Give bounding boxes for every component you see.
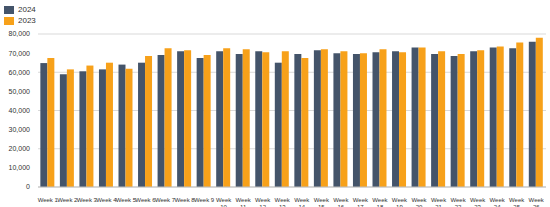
svg-text:20,000: 20,000 (9, 145, 31, 152)
svg-text:Week10: Week10 (216, 197, 232, 207)
svg-text:Week12: Week12 (255, 197, 271, 207)
svg-text:Week 9: Week 9 (194, 197, 215, 203)
svg-text:Week17: Week17 (353, 197, 369, 207)
svg-text:60,000: 60,000 (9, 69, 31, 76)
svg-text:Week 6: Week 6 (135, 197, 156, 203)
svg-text:Week25: Week25 (509, 197, 525, 207)
svg-text:Week 3: Week 3 (77, 197, 98, 203)
svg-text:Week13: Week13 (275, 197, 291, 207)
svg-text:Week 7: Week 7 (155, 197, 176, 203)
svg-text:50,000: 50,000 (9, 88, 31, 95)
svg-text:Week 2: Week 2 (57, 197, 78, 203)
svg-text:10,000: 10,000 (9, 164, 31, 171)
svg-text:Week22: Week22 (450, 197, 466, 207)
svg-text:Week 1: Week 1 (38, 197, 59, 203)
svg-text:30,000: 30,000 (9, 126, 31, 133)
svg-text:Week11: Week11 (236, 197, 252, 207)
html-text:2024: 2024 (18, 5, 36, 14)
svg-text:0: 0 (26, 183, 30, 190)
svg-text:Week16: Week16 (333, 197, 349, 207)
svg-text:Week26: Week26 (529, 197, 542, 207)
svg-text:Week18: Week18 (372, 197, 388, 207)
svg-text:70,000: 70,000 (9, 50, 31, 57)
svg-text:Week20: Week20 (411, 197, 427, 207)
svg-text:Week23: Week23 (470, 197, 486, 207)
svg-text:Week14: Week14 (294, 197, 310, 207)
svg-text:Week24: Week24 (490, 197, 506, 207)
svg-text:Week21: Week21 (431, 197, 447, 207)
html-text:2023: 2023 (18, 16, 36, 25)
svg-text:Week 8: Week 8 (174, 197, 195, 203)
svg-text:Week15: Week15 (314, 197, 330, 207)
svg-text:Week 5: Week 5 (116, 197, 137, 203)
svg-text:80,000: 80,000 (9, 30, 31, 37)
svg-text:40,000: 40,000 (9, 107, 31, 114)
svg-text:Week 4: Week 4 (96, 197, 117, 203)
svg-text:Week19: Week19 (392, 197, 408, 207)
